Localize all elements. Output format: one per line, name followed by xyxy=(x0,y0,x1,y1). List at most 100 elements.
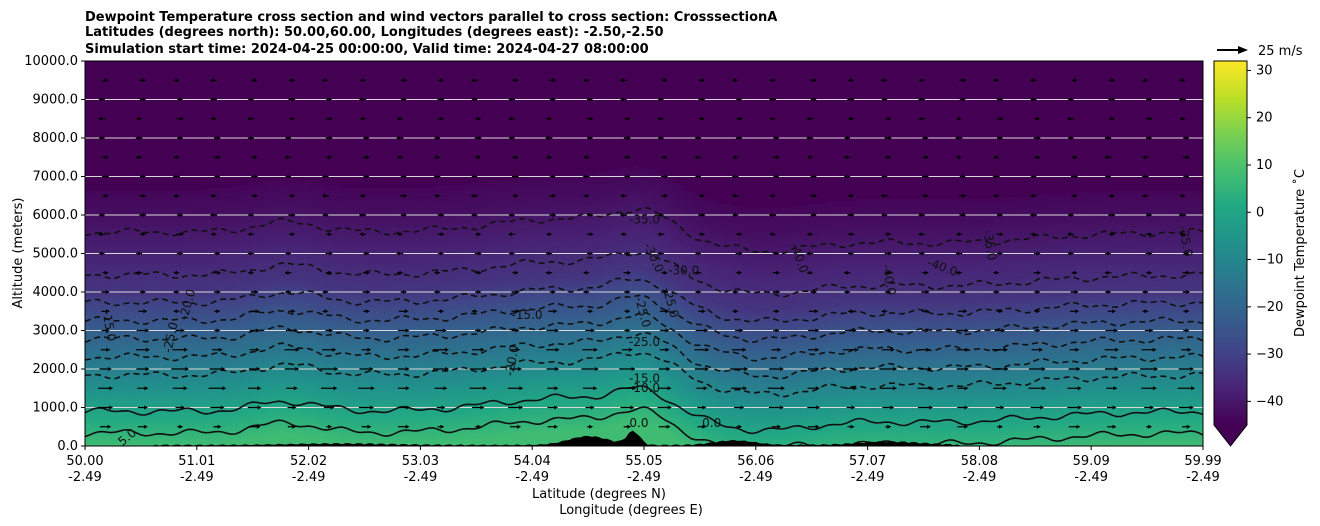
contour-cell xyxy=(176,412,183,415)
contour-cell xyxy=(842,418,848,422)
contour-cell xyxy=(339,441,345,445)
contour-cell xyxy=(262,432,269,436)
contour-cell xyxy=(313,434,320,438)
contour-cell xyxy=(623,434,630,438)
contour-cell xyxy=(1014,430,1021,434)
contour-cell xyxy=(638,418,645,422)
contour-cell xyxy=(628,425,635,429)
contour-cell xyxy=(1197,427,1203,431)
contour-cell xyxy=(100,441,106,445)
contour-cell xyxy=(969,412,975,415)
contour-cell xyxy=(135,427,142,431)
contour-cell xyxy=(176,416,183,420)
contour-cell xyxy=(323,412,330,415)
contour-cell xyxy=(867,418,874,422)
contour-cell xyxy=(867,439,874,443)
contour-cell xyxy=(95,412,101,415)
contour-cell xyxy=(105,409,112,413)
contour-cell xyxy=(151,439,157,443)
contour-cell xyxy=(710,414,716,418)
contour-cell xyxy=(1060,421,1067,424)
contour-cell xyxy=(837,427,843,431)
contour-cell xyxy=(273,441,279,445)
contour-cell xyxy=(308,412,315,415)
contour-cell xyxy=(110,414,117,418)
contour-cell xyxy=(826,432,833,436)
contour-cell xyxy=(730,421,737,424)
contour-cell xyxy=(887,425,894,429)
contour-cell xyxy=(222,416,228,420)
contour-cell xyxy=(1126,421,1133,424)
contour-cell xyxy=(318,412,325,415)
contour-cell xyxy=(496,427,503,431)
contour-cell xyxy=(710,421,716,424)
contour-cell xyxy=(1030,439,1036,443)
contour-cell xyxy=(654,441,660,445)
contour-cell xyxy=(1035,443,1041,446)
contour-cell xyxy=(730,414,737,418)
contour-cell xyxy=(974,418,980,422)
contour-cell xyxy=(445,436,452,440)
contour-cell xyxy=(796,412,803,415)
contour-cell xyxy=(1081,416,1087,420)
contour-cell xyxy=(1152,443,1158,446)
contour-cell xyxy=(740,425,747,429)
contour-cell xyxy=(933,432,940,436)
contour-cell xyxy=(1060,414,1067,418)
contour-cell xyxy=(130,436,137,440)
contour-cell xyxy=(801,432,808,436)
contour-cell xyxy=(95,416,101,420)
contour-cell xyxy=(928,430,935,434)
contour-cell xyxy=(1157,418,1163,422)
contour-cell xyxy=(267,436,274,440)
contour-cell xyxy=(806,436,813,440)
contour-cell xyxy=(161,439,167,443)
contour-cell xyxy=(1004,423,1011,427)
contour-cell xyxy=(928,441,935,445)
contour-cell xyxy=(725,418,731,422)
contour-cell xyxy=(1106,416,1113,420)
contour-cell xyxy=(328,425,335,429)
contour-cell xyxy=(191,425,198,429)
contour-cell xyxy=(649,432,655,436)
contour-cell xyxy=(125,436,132,440)
contour-cell xyxy=(283,439,289,443)
contour-cell xyxy=(659,412,665,415)
contour-cell xyxy=(1197,439,1203,443)
contour-cell xyxy=(359,421,366,424)
contour-cell xyxy=(430,436,437,440)
contour-cell xyxy=(771,430,777,434)
contour-cell xyxy=(537,436,543,440)
contour-cell xyxy=(781,423,787,427)
contour-cell xyxy=(953,430,960,434)
contour-cell xyxy=(339,416,345,420)
contour-cell xyxy=(394,412,401,415)
contour-cell xyxy=(1157,421,1163,424)
contour-cell xyxy=(85,412,91,415)
contour-cell xyxy=(186,430,193,434)
contour-cell xyxy=(344,414,350,418)
contour-cell xyxy=(547,427,554,431)
contour-cell xyxy=(527,430,533,434)
contour-cell xyxy=(781,430,787,434)
contour-cell xyxy=(933,434,940,438)
contour-cell xyxy=(506,412,513,415)
contour-cell xyxy=(1070,421,1077,424)
contour-cell xyxy=(405,443,411,446)
contour-cell xyxy=(552,414,559,418)
contour-cell xyxy=(288,441,294,445)
contour-cell xyxy=(710,439,716,443)
contour-cell xyxy=(608,416,615,420)
contour-cell xyxy=(181,443,188,446)
contour-cell xyxy=(623,421,630,424)
contour-cell xyxy=(760,439,767,443)
contour-cell xyxy=(201,430,208,434)
contour-cell xyxy=(760,423,767,427)
contour-cell xyxy=(913,425,920,429)
contour-cell xyxy=(893,434,899,438)
contour-cell xyxy=(186,439,193,443)
contour-cell xyxy=(1142,434,1148,438)
contour-cell xyxy=(344,436,350,440)
contour-cell xyxy=(384,427,391,431)
contour-cell xyxy=(704,432,711,436)
